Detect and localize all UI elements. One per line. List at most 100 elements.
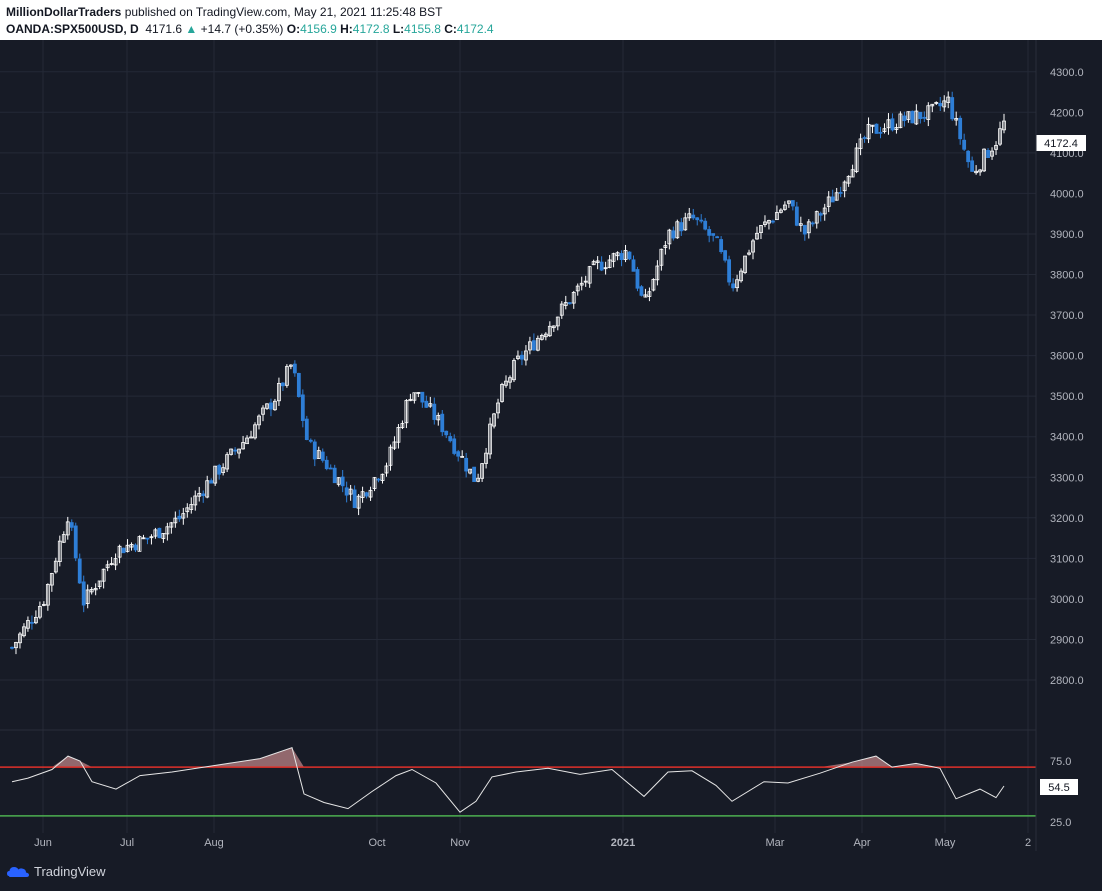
candle-body xyxy=(607,259,612,268)
candle-body xyxy=(10,646,14,649)
candle-body xyxy=(794,206,799,226)
time-tick-label: 2 xyxy=(1025,837,1031,849)
candle-body xyxy=(575,285,580,292)
candle-body xyxy=(292,363,297,374)
time-tick-label: Oct xyxy=(368,837,385,849)
tradingview-brand[interactable]: TradingView xyxy=(34,864,106,879)
candle-body xyxy=(229,448,234,455)
candle-body xyxy=(806,221,811,234)
tradingview-logo-icon[interactable] xyxy=(6,863,30,879)
candle-body xyxy=(352,489,357,509)
last-price-box xyxy=(1036,135,1086,151)
candle-body xyxy=(49,573,54,586)
candle-body xyxy=(444,430,449,436)
candle-body xyxy=(954,118,959,121)
candle-body xyxy=(524,350,528,361)
time-tick-label: May xyxy=(935,837,956,849)
candle-body xyxy=(747,252,751,255)
candle-body xyxy=(460,455,465,458)
candle-body xyxy=(26,620,30,629)
candle-body xyxy=(870,124,875,127)
candle-body xyxy=(711,233,716,236)
candle-body xyxy=(452,438,457,454)
price-tick-label: 2900.0 xyxy=(1050,634,1084,646)
candle-body xyxy=(380,473,385,481)
candle-body xyxy=(675,221,680,239)
candle-body xyxy=(189,504,194,510)
candle-body xyxy=(360,491,365,499)
candle-body xyxy=(970,160,975,172)
candle-body xyxy=(786,200,791,204)
candle-body xyxy=(384,465,389,474)
candle-body xyxy=(810,222,815,225)
candle-body xyxy=(480,463,485,479)
candle-body xyxy=(145,537,150,540)
candle-body xyxy=(567,302,572,305)
candle-body xyxy=(225,454,230,470)
candle-body xyxy=(703,220,708,230)
candle-body xyxy=(739,270,743,282)
candle-body xyxy=(798,223,803,226)
candle-body xyxy=(388,446,393,466)
rsi-tick-label: 75.0 xyxy=(1050,756,1071,768)
publish-info: published on TradingView.com, May 21, 20… xyxy=(124,5,443,19)
candle-body xyxy=(619,253,624,261)
rsi-overbought-fill xyxy=(52,747,940,768)
candle-body xyxy=(105,564,110,569)
candle-body xyxy=(420,391,425,403)
candle-body xyxy=(838,192,843,194)
close-value: 4172.4 xyxy=(456,22,494,36)
candle-body xyxy=(886,119,891,129)
candle-body xyxy=(269,402,273,410)
candle-body xyxy=(687,213,692,219)
candle-body xyxy=(942,100,947,108)
candle-body xyxy=(277,383,281,402)
candle-body xyxy=(866,123,871,140)
candle-body xyxy=(273,400,277,411)
price-tick-label: 4000.0 xyxy=(1050,188,1084,200)
candle-body xyxy=(312,441,317,460)
candle-body xyxy=(185,507,190,513)
author-name[interactable]: MillionDollarTraders xyxy=(6,5,122,19)
rsi-axis: 25.0 75.0 xyxy=(1050,756,1071,829)
candle-body xyxy=(193,495,198,506)
candle-body xyxy=(456,451,461,457)
candle-body xyxy=(902,115,907,122)
candle-body xyxy=(340,476,345,487)
candle-body xyxy=(547,325,552,337)
candle-body xyxy=(635,269,640,289)
symbol-label[interactable]: OANDA:SPX500USD, D xyxy=(6,22,139,36)
candle-body xyxy=(93,587,98,591)
candle-body xyxy=(436,414,441,421)
close-label: C: xyxy=(444,22,457,36)
candle-body xyxy=(41,604,46,606)
candle-body xyxy=(966,150,971,163)
price-tick-label: 3700.0 xyxy=(1050,310,1084,322)
high-label: H: xyxy=(340,22,353,36)
rsi-value-box xyxy=(1040,779,1078,795)
time-tick-label: 2021 xyxy=(611,837,635,849)
candle-body xyxy=(978,169,982,173)
candle-body xyxy=(998,128,1002,145)
candle-body xyxy=(416,392,421,394)
candle-body xyxy=(412,392,417,401)
candle-body xyxy=(790,200,795,207)
chart-canvas[interactable]: 2800.0 2900.0 3000.0 3100.0 3200.0 3300.0 3400… xyxy=(0,40,1102,851)
candle-body xyxy=(109,563,114,565)
price-tick-label: 3800.0 xyxy=(1050,270,1084,282)
candle-body xyxy=(149,536,154,539)
candle-body xyxy=(512,360,516,381)
candle-body xyxy=(14,642,18,649)
candle-body xyxy=(440,413,445,433)
candle-body xyxy=(559,303,564,316)
candle-body xyxy=(165,526,170,535)
candle-body xyxy=(209,480,214,484)
candle-body xyxy=(659,248,664,266)
candle-body xyxy=(615,252,620,257)
candle-body xyxy=(830,196,835,203)
candle-body xyxy=(938,102,943,107)
candle-body xyxy=(846,175,851,184)
candle-body xyxy=(281,382,285,387)
candle-body xyxy=(296,372,301,398)
candle-body xyxy=(241,442,245,450)
